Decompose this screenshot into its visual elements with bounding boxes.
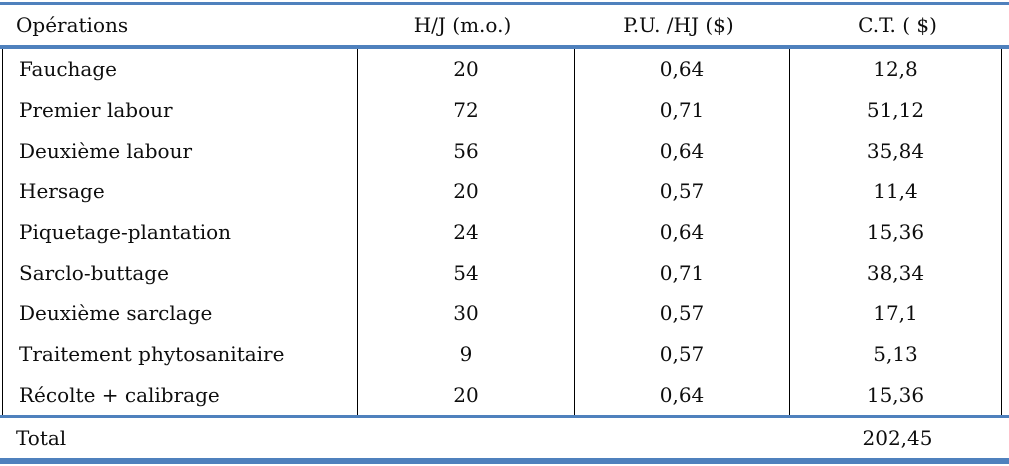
header-pu: P.U. /HJ ($) bbox=[623, 13, 734, 37]
cell-operation: Fauchage bbox=[19, 57, 117, 82]
table-row: Hersage 20 0,57 11,4 bbox=[3, 171, 1001, 212]
cell-hj: 9 bbox=[357, 333, 574, 375]
cell-ct: 12,8 bbox=[789, 49, 1001, 90]
header-hj: H/J (m.o.) bbox=[413, 13, 512, 37]
cell-hj: 24 bbox=[357, 211, 574, 253]
cell-operation: Traitement phytosanitaire bbox=[19, 341, 285, 366]
table-row: Récolte + calibrage 20 0,64 15,36 bbox=[3, 374, 1001, 415]
cell-pu: 0,71 bbox=[574, 252, 789, 293]
table-body: Fauchage 20 0,64 12,8 Premier labour 72 … bbox=[2, 49, 1002, 415]
cell-operation: Sarclo-buttage bbox=[19, 260, 169, 285]
total-label: Total bbox=[16, 426, 67, 450]
cell-operation: Récolte + calibrage bbox=[19, 382, 220, 407]
cell-pu: 0,57 bbox=[574, 293, 789, 334]
cell-ct: 5,13 bbox=[789, 333, 1001, 375]
cell-operation: Hersage bbox=[19, 179, 105, 204]
cell-ct: 17,1 bbox=[789, 293, 1001, 334]
header-separator bbox=[0, 45, 1009, 49]
cell-operation: Piquetage-plantation bbox=[19, 219, 232, 244]
cell-pu: 0,57 bbox=[574, 171, 789, 212]
cell-pu: 0,57 bbox=[574, 333, 789, 375]
cell-hj: 56 bbox=[357, 130, 574, 171]
cell-hj: 30 bbox=[357, 293, 574, 334]
total-row: Total 202,45 bbox=[0, 418, 1009, 458]
table-header-row: Opérations H/J (m.o.) P.U. /HJ ($) C.T. … bbox=[0, 5, 1009, 45]
cell-hj: 20 bbox=[357, 49, 574, 90]
cell-ct: 38,34 bbox=[789, 252, 1001, 293]
cell-ct: 11,4 bbox=[789, 171, 1001, 212]
cell-operation: Deuxième labour bbox=[19, 138, 193, 163]
cell-pu: 0,64 bbox=[574, 211, 789, 253]
table-row: Deuxième sarclage 30 0,57 17,1 bbox=[3, 293, 1001, 334]
cell-hj: 20 bbox=[357, 171, 574, 212]
cell-hj: 72 bbox=[357, 89, 574, 131]
header-ct: C.T. ( $) bbox=[858, 13, 937, 37]
total-separator bbox=[0, 415, 1009, 418]
cell-ct: 15,36 bbox=[789, 211, 1001, 253]
cell-hj: 20 bbox=[357, 374, 574, 415]
cell-ct: 51,12 bbox=[789, 89, 1001, 131]
cell-ct: 15,36 bbox=[789, 374, 1001, 415]
cell-pu: 0,64 bbox=[574, 374, 789, 415]
table-row: Deuxième labour 56 0,64 35,84 bbox=[3, 130, 1001, 171]
cell-pu: 0,64 bbox=[574, 130, 789, 171]
header-operations: Opérations bbox=[16, 13, 129, 37]
table-top-border bbox=[0, 2, 1009, 5]
cell-operation: Premier labour bbox=[19, 97, 173, 122]
table-bottom-border bbox=[0, 458, 1009, 464]
cell-pu: 0,64 bbox=[574, 49, 789, 90]
cell-hj: 54 bbox=[357, 252, 574, 293]
table-row: Sarclo-buttage 54 0,71 38,34 bbox=[3, 252, 1001, 293]
table-row: Premier labour 72 0,71 51,12 bbox=[3, 89, 1001, 131]
cell-ct: 35,84 bbox=[789, 130, 1001, 171]
cell-pu: 0,71 bbox=[574, 89, 789, 131]
table-row: Traitement phytosanitaire 9 0,57 5,13 bbox=[3, 333, 1001, 375]
cell-operation: Deuxième sarclage bbox=[19, 301, 213, 326]
table-row: Fauchage 20 0,64 12,8 bbox=[3, 49, 1001, 90]
table-row: Piquetage-plantation 24 0,64 15,36 bbox=[3, 211, 1001, 253]
total-value: 202,45 bbox=[862, 426, 933, 450]
